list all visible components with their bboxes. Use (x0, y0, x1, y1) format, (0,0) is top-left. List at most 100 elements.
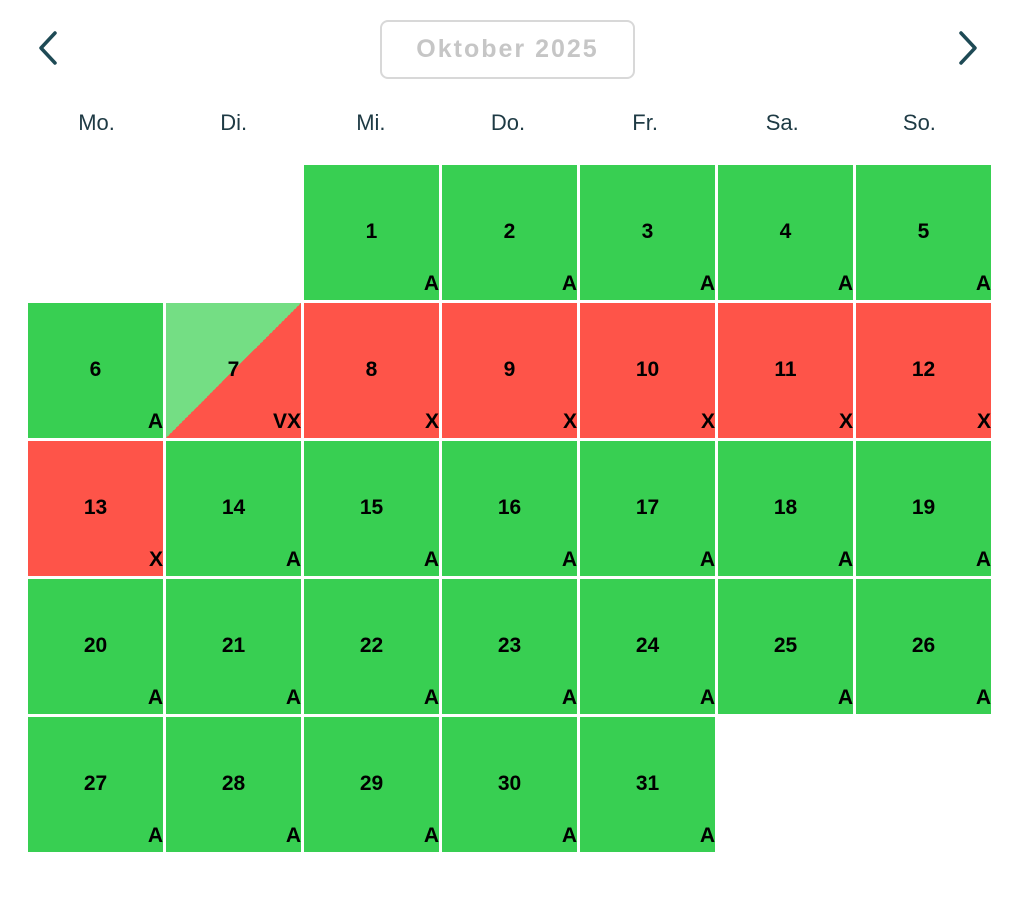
day-status-code: A (147, 686, 163, 709)
day-cell[interactable]: 31 A (580, 717, 715, 852)
weekday-label: Mo. (78, 110, 115, 135)
chevron-left-icon (39, 31, 57, 65)
day-cell[interactable]: 14 A (166, 441, 301, 576)
day-status-code: VX (272, 410, 301, 433)
day-number: 14 (221, 496, 246, 519)
day-cell[interactable]: 12 X (856, 303, 991, 438)
day-cell[interactable]: 29 A (304, 717, 439, 852)
day-status-code: A (561, 686, 577, 709)
day-number: 11 (774, 358, 797, 381)
next-month-button[interactable] (948, 26, 988, 70)
prev-month-button[interactable] (28, 26, 68, 70)
day-status-code: A (147, 410, 163, 433)
day-cell[interactable]: 28 A (166, 717, 301, 852)
day-cell[interactable]: 15 A (304, 441, 439, 576)
day-number: 8 (365, 358, 378, 381)
weekday-label: Fr. (632, 110, 658, 135)
calendar-grid: 1 A 2 A 3 A 4 A 5 A 6 A 7 VX 8 X 9 X 10 X 11 X 12 X 13 X 14 A 15 A 16 A… (28, 165, 991, 852)
day-cell[interactable]: 25 A (718, 579, 853, 714)
day-cell[interactable]: 27 A (28, 717, 163, 852)
day-cell[interactable]: 18 A (718, 441, 853, 576)
day-status-code: A (423, 272, 439, 295)
day-number: 27 (83, 772, 108, 795)
day-status-code: A (285, 824, 301, 847)
day-status-code: X (700, 410, 715, 433)
day-status-code: A (699, 548, 715, 571)
day-number: 24 (635, 634, 660, 657)
day-cell[interactable]: 21 A (166, 579, 301, 714)
day-cell[interactable]: 26 A (856, 579, 991, 714)
day-status-code: X (976, 410, 991, 433)
month-label: Oktober 2025 (416, 35, 599, 63)
day-status-code: A (837, 686, 853, 709)
day-cell[interactable]: 19 A (856, 441, 991, 576)
weekday-label: So. (902, 110, 936, 135)
day-number: 19 (911, 496, 936, 519)
day-status-code: A (561, 548, 577, 571)
month-title[interactable]: Oktober 2025 (380, 20, 635, 79)
weekday-label: Do. (490, 110, 526, 135)
day-number: 2 (503, 220, 516, 243)
day-number: 29 (359, 772, 384, 795)
day-status-code: A (561, 272, 577, 295)
day-number: 21 (221, 634, 246, 657)
day-number: 3 (641, 220, 654, 243)
day-number: 12 (911, 358, 936, 381)
day-cell[interactable]: 30 A (442, 717, 577, 852)
day-cell[interactable]: 20 A (28, 579, 163, 714)
day-status-code: A (975, 272, 991, 295)
day-number: 9 (503, 358, 516, 381)
day-status-code: A (423, 548, 439, 571)
day-status-code: A (699, 686, 715, 709)
day-number: 17 (635, 496, 660, 519)
day-number: 16 (497, 496, 522, 519)
empty-day-cell (166, 165, 301, 300)
day-number: 28 (221, 772, 246, 795)
weekday-label: Mi. (356, 110, 386, 135)
day-status-code: X (838, 410, 853, 433)
day-cell[interactable]: 24 A (580, 579, 715, 714)
weekday-label: Sa. (765, 110, 799, 135)
day-number: 10 (635, 358, 660, 381)
day-cell[interactable]: 10 X (580, 303, 715, 438)
day-number: 7 (227, 358, 240, 381)
day-number: 25 (773, 634, 798, 657)
empty-day-cell (28, 165, 163, 300)
day-cell[interactable]: 22 A (304, 579, 439, 714)
day-cell[interactable]: 16 A (442, 441, 577, 576)
day-number: 13 (83, 496, 108, 519)
day-status-code: A (285, 686, 301, 709)
day-cell[interactable]: 11 X (718, 303, 853, 438)
day-status-code: X (148, 548, 163, 571)
day-status-code: A (837, 272, 853, 295)
day-number: 4 (779, 220, 792, 243)
chevron-right-icon (959, 31, 977, 65)
day-number: 30 (497, 772, 522, 795)
day-number: 31 (635, 772, 660, 795)
day-status-code: A (147, 824, 163, 847)
day-number: 26 (911, 634, 936, 657)
day-cell[interactable]: 23 A (442, 579, 577, 714)
day-number: 15 (359, 496, 384, 519)
day-cell[interactable]: 17 A (580, 441, 715, 576)
day-number: 23 (497, 634, 522, 657)
day-status-code: A (285, 548, 301, 571)
day-cell[interactable]: 7 VX (166, 303, 301, 438)
day-status-code: A (423, 686, 439, 709)
day-status-code: A (837, 548, 853, 571)
day-status-code: A (423, 824, 439, 847)
day-cell[interactable]: 13 X (28, 441, 163, 576)
day-number: 5 (917, 220, 930, 243)
day-number: 20 (83, 634, 108, 657)
day-status-code: X (562, 410, 577, 433)
day-status-code: A (561, 824, 577, 847)
day-status-code: A (975, 686, 991, 709)
